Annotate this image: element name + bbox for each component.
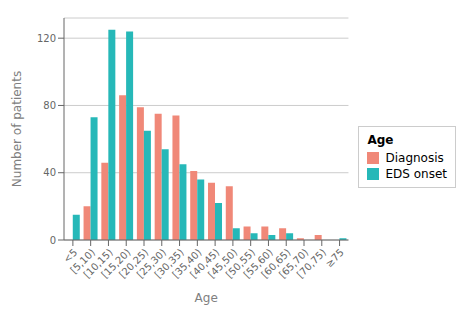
html-text:Diagnosis: Diagnosis bbox=[385, 151, 444, 165]
svg-text:[45,50): [45,50) bbox=[205, 246, 240, 281]
svg-text:[30,35): [30,35) bbox=[152, 246, 186, 281]
svg-text:[60,65): [60,65) bbox=[259, 246, 293, 281]
svg-text:[65,70): [65,70) bbox=[276, 246, 311, 281]
svg-text:Age: Age bbox=[195, 291, 218, 305]
svg-text:[25,30): [25,30) bbox=[134, 246, 169, 281]
svg-text:≥75: ≥75 bbox=[323, 247, 346, 270]
svg-text:[70,75): [70,75) bbox=[295, 247, 329, 281]
html-text:Age: Age bbox=[367, 133, 394, 147]
svg-text:[20,25): [20,25) bbox=[116, 246, 151, 281]
svg-text:[15,20): [15,20) bbox=[99, 246, 133, 281]
svg-text:120: 120 bbox=[37, 33, 56, 44]
svg-text:[50,55): [50,55) bbox=[223, 246, 258, 281]
svg-text:<5: <5 bbox=[61, 246, 80, 265]
svg-text:[10,15): [10,15) bbox=[81, 246, 115, 281]
svg-text:80: 80 bbox=[43, 100, 56, 111]
svg-text:[55,60): [55,60) bbox=[241, 246, 275, 281]
svg-text:[40,45): [40,45) bbox=[188, 246, 222, 281]
svg-text:40: 40 bbox=[43, 167, 56, 178]
html-text:EDS onset: EDS onset bbox=[385, 167, 447, 181]
svg-text:0: 0 bbox=[50, 235, 56, 246]
svg-text:[35,40): [35,40) bbox=[170, 246, 204, 281]
svg-text:Number of patients: Number of patients bbox=[10, 71, 24, 187]
svg-text:[5,10): [5,10) bbox=[68, 246, 98, 276]
